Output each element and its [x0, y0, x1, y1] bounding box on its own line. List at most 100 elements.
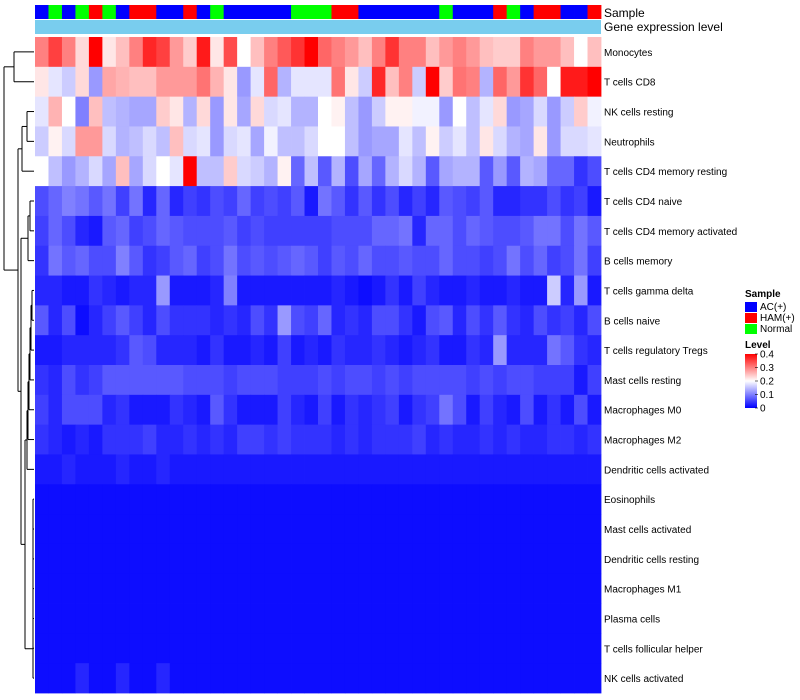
heatmap-cell [61, 126, 76, 157]
heatmap-cell [88, 37, 103, 68]
heatmap-cell [466, 663, 481, 694]
heatmap-cell [466, 37, 481, 68]
sample-annotation-cell [331, 5, 346, 19]
heatmap-cell [587, 275, 602, 306]
heatmap-cell [223, 275, 238, 306]
heatmap-cell [344, 126, 359, 157]
heatmap-cell [520, 514, 535, 545]
heatmap-cell [466, 126, 481, 157]
heatmap-cell [129, 573, 144, 604]
heatmap-cell [277, 275, 292, 306]
heatmap-cell [61, 96, 76, 127]
heatmap-cell [88, 156, 103, 187]
heatmap-cell [425, 514, 440, 545]
heatmap-cell [61, 633, 76, 664]
heatmap-cell [452, 454, 467, 485]
heatmap-cell [250, 96, 265, 127]
sample-annotation-cell [506, 5, 521, 19]
heatmap-cell [344, 275, 359, 306]
heatmap-cell [88, 335, 103, 366]
heatmap-cell [587, 126, 602, 157]
heatmap-cell [277, 126, 292, 157]
heatmap-cell [560, 66, 575, 98]
heatmap-cell [88, 215, 103, 247]
heatmap-cell [479, 365, 494, 396]
heatmap-cell [304, 573, 319, 604]
heatmap-cell [48, 394, 63, 426]
heatmap-cell [264, 186, 278, 217]
heatmap-cell [385, 305, 400, 336]
heatmap-cell [48, 424, 63, 455]
heatmap-cell [371, 156, 386, 187]
heatmap-cell [196, 126, 211, 157]
heatmap-cell [223, 633, 238, 664]
heatmap-cell [412, 394, 427, 426]
heatmap-cell [587, 484, 602, 515]
heatmap-cell [385, 245, 400, 276]
heatmap-cell [452, 96, 467, 127]
heatmap-cell [574, 186, 588, 217]
heatmap-cell [75, 275, 90, 306]
heatmap-cell [88, 96, 103, 127]
heatmap-cell [183, 96, 198, 127]
heatmap-cell [466, 186, 481, 217]
heatmap-cell [520, 394, 535, 426]
heatmap-cell [533, 514, 548, 545]
heatmap-cell [560, 514, 575, 545]
gene-expression-annotation-bar [35, 20, 601, 34]
heatmap-cell [587, 394, 602, 426]
heatmap-cell [385, 514, 400, 545]
heatmap-cell [385, 186, 400, 217]
heatmap-cell [291, 365, 305, 396]
heatmap-cell [506, 514, 521, 545]
heatmap-cell [237, 573, 252, 604]
heatmap-cell [196, 66, 211, 98]
heatmap-cell [547, 156, 561, 187]
heatmap-cell [318, 66, 332, 98]
heatmap-cell [48, 454, 63, 485]
heatmap-cell [560, 603, 575, 634]
heatmap-cell [385, 633, 400, 664]
row-label: Macrophages M1 [604, 585, 682, 596]
heatmap-cell [344, 186, 359, 217]
heatmap-cell [547, 66, 561, 98]
heatmap-cell [385, 275, 400, 306]
heatmap-cell [223, 365, 238, 396]
heatmap-cell [250, 66, 265, 98]
heatmap-cell [479, 275, 494, 306]
heatmap-cell [196, 186, 211, 217]
heatmap-cell [156, 126, 171, 157]
heatmap-cell [533, 663, 548, 694]
heatmap-cell [264, 484, 278, 515]
heatmap-cell [183, 186, 198, 217]
heatmap-cell [358, 543, 373, 575]
heatmap-cell [75, 245, 90, 276]
heatmap-cell [75, 335, 90, 366]
heatmap-cell [479, 37, 494, 68]
heatmap-cell [371, 215, 386, 247]
heatmap-cell [452, 305, 467, 336]
heatmap-cell [237, 514, 252, 545]
heatmap-cell [61, 215, 76, 247]
heatmap-cell [115, 335, 130, 366]
heatmap-cell [223, 394, 238, 426]
heatmap-cell [75, 37, 90, 68]
heatmap-cell [412, 305, 427, 336]
heatmap-cell [156, 663, 171, 694]
heatmap-cell [439, 37, 454, 68]
heatmap-cell [129, 454, 144, 485]
heatmap-cell [35, 543, 49, 575]
heatmap-cell [35, 514, 49, 545]
heatmap-cell [264, 156, 278, 187]
heatmap-cell [61, 394, 76, 426]
heatmap-cell [169, 543, 184, 575]
row-label: Neutrophils [604, 137, 655, 148]
sample-annotation-cell [61, 5, 76, 19]
heatmap-cell [183, 245, 198, 276]
heatmap-cell [318, 96, 332, 127]
heatmap-cell [493, 66, 508, 98]
heatmap-cell [115, 514, 130, 545]
heatmap-cell [250, 365, 265, 396]
heatmap-cell [479, 66, 494, 98]
